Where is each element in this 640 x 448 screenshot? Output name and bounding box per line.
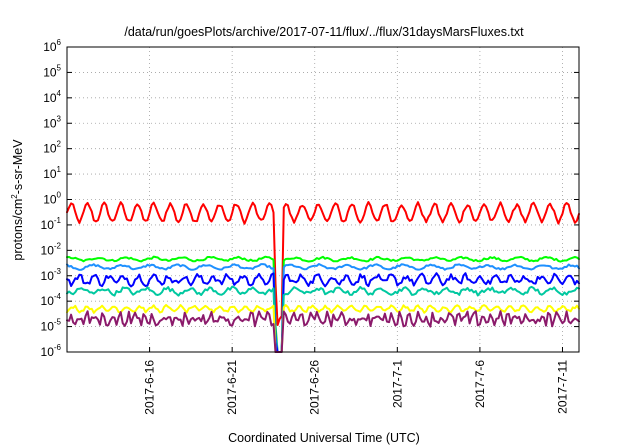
y-tick-label: 10-1	[41, 216, 62, 232]
series-line	[66, 263, 580, 353]
series-line	[66, 285, 580, 353]
series-line	[66, 310, 580, 353]
x-axis-label: Coordinated Universal Time (UTC)	[228, 431, 420, 445]
y-tick-label: 101	[43, 165, 61, 181]
series-group	[66, 201, 580, 353]
ticks: 10-6 10-5 10-4 10-3 10-2 10-1 100 101 102 103 104 1…	[41, 38, 579, 415]
x-tick-label: 2017-6-26	[308, 360, 322, 415]
x-tick-label: 2017-7-6	[473, 360, 487, 408]
x-tick-label: 2017-6-21	[225, 360, 239, 415]
x-tick-label: 2017-7-1	[390, 360, 404, 408]
chart-title: /data/run/goesPlots/archive/2017-07-11/f…	[124, 25, 524, 39]
y-tick-label: 10-5	[41, 318, 62, 334]
y-tick-label: 103	[43, 114, 61, 130]
y-tick-label: 10-6	[41, 343, 62, 359]
x-tick-label: 2017-7-11	[555, 360, 569, 414]
y-axis-label: protons/cm2-s-sr-MeV	[10, 139, 25, 261]
grid	[67, 47, 579, 352]
y-tick-label: 104	[43, 89, 61, 105]
y-tick-label: 105	[43, 63, 61, 79]
y-tick-label: 10-3	[41, 267, 62, 283]
y-tick-label: 10-2	[41, 241, 62, 257]
series-line	[66, 201, 580, 326]
y-tick-label: 100	[43, 191, 61, 207]
y-tick-label: 106	[43, 38, 61, 54]
y-tick-label: 10-4	[41, 292, 62, 308]
series-line	[66, 272, 580, 353]
series-line	[66, 304, 580, 353]
series-line	[66, 255, 580, 353]
y-tick-label: 102	[43, 140, 61, 156]
x-tick-label: 2017-6-16	[143, 360, 157, 415]
